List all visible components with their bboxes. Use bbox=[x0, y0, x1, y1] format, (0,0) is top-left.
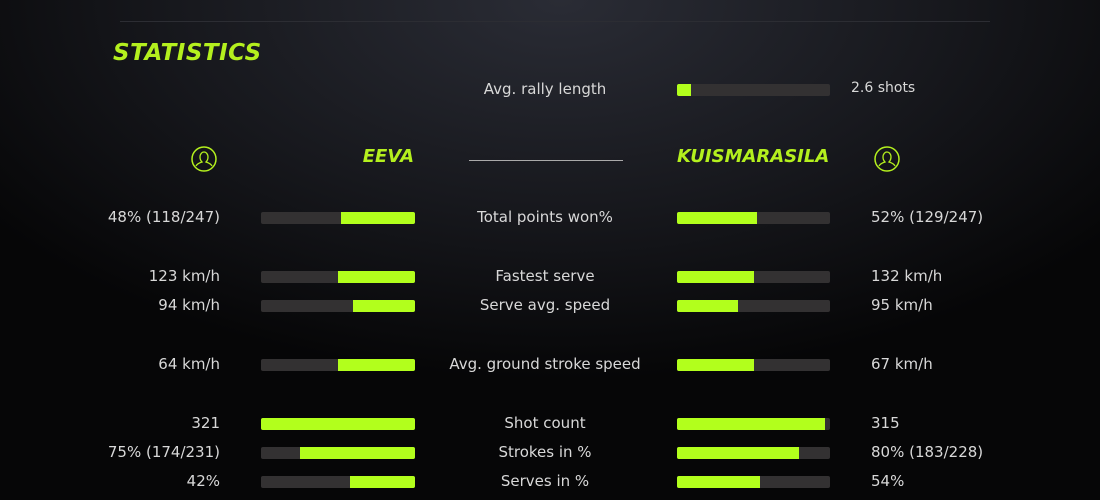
stat-left-bar bbox=[261, 476, 415, 488]
stat-right-bar-fill bbox=[677, 271, 754, 283]
stat-right-value: 315 bbox=[871, 414, 900, 432]
header-divider bbox=[469, 160, 623, 161]
stat-right-bar-fill bbox=[677, 300, 739, 312]
stat-left-value: 75% (174/231) bbox=[107, 443, 220, 461]
stat-label: Strokes in % bbox=[498, 443, 592, 461]
stat-right-bar bbox=[677, 271, 830, 283]
stat-right-value: 54% bbox=[871, 472, 905, 490]
rally-value: 2.6 shots bbox=[851, 80, 916, 96]
stat-left-value: 321 bbox=[191, 414, 220, 432]
stat-left-bar bbox=[261, 300, 415, 312]
stat-left-value: 123 km/h bbox=[148, 267, 220, 285]
stat-label: Total points won% bbox=[477, 208, 613, 226]
stat-right-bar-fill bbox=[677, 476, 760, 488]
stat-right-value: 52% (129/247) bbox=[871, 208, 984, 226]
stat-right-bar-fill bbox=[677, 212, 757, 224]
stat-label: Serve avg. speed bbox=[479, 296, 611, 314]
player-left-name: EEVA bbox=[362, 146, 414, 167]
stat-left-bar bbox=[261, 271, 415, 283]
stat-left-bar bbox=[261, 359, 415, 371]
stat-label: Serves in % bbox=[500, 472, 590, 490]
stat-label: Fastest serve bbox=[495, 267, 595, 285]
stat-right-value: 80% (183/228) bbox=[871, 443, 984, 461]
stat-right-bar bbox=[677, 212, 830, 224]
stat-label: Avg. ground stroke speed bbox=[449, 355, 641, 373]
stat-left-bar-fill bbox=[338, 271, 415, 283]
stat-right-bar-fill bbox=[677, 359, 754, 371]
stat-left-value: 42% bbox=[186, 472, 220, 490]
user-circle-icon bbox=[191, 146, 217, 172]
stat-right-bar bbox=[677, 418, 830, 430]
stat-left-bar bbox=[261, 418, 415, 430]
stat-right-bar bbox=[677, 447, 830, 459]
stat-left-value: 94 km/h bbox=[158, 296, 220, 314]
stat-left-bar-fill bbox=[299, 447, 415, 459]
stat-left-bar bbox=[261, 447, 415, 459]
stat-left-bar-fill bbox=[353, 300, 415, 312]
stat-right-bar bbox=[677, 300, 830, 312]
stat-left-value: 64 km/h bbox=[158, 355, 220, 373]
rally-label: Avg. rally length bbox=[483, 80, 607, 98]
page-title: STATISTICS bbox=[113, 40, 262, 66]
top-divider bbox=[120, 21, 990, 22]
stat-right-value: 95 km/h bbox=[871, 296, 933, 314]
stat-left-bar-fill bbox=[341, 212, 415, 224]
stat-right-bar-fill bbox=[677, 418, 826, 430]
rally-bar bbox=[677, 84, 830, 96]
rally-bar-fill bbox=[677, 84, 691, 96]
stat-left-value: 48% (118/247) bbox=[107, 208, 220, 226]
stat-left-bar-fill bbox=[338, 359, 415, 371]
stat-right-value: 67 km/h bbox=[871, 355, 933, 373]
stat-left-bar bbox=[261, 212, 415, 224]
stat-right-value: 132 km/h bbox=[871, 267, 943, 285]
stat-right-bar-fill bbox=[677, 447, 800, 459]
user-circle-icon bbox=[874, 146, 900, 172]
stat-right-bar bbox=[677, 476, 830, 488]
stat-left-bar-fill bbox=[261, 418, 415, 430]
stat-left-bar-fill bbox=[350, 476, 415, 488]
player-right-name: KUISMARASILA bbox=[677, 146, 830, 167]
stat-right-bar bbox=[677, 359, 830, 371]
stat-label: Shot count bbox=[504, 414, 586, 432]
